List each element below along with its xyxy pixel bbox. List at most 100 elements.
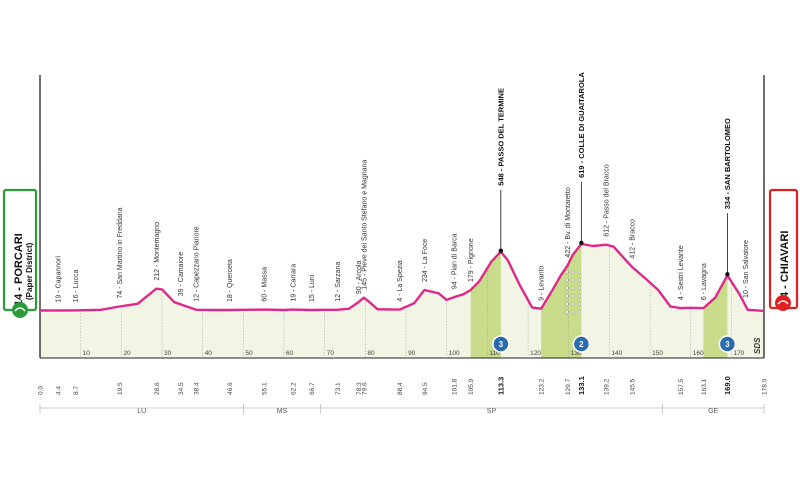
place-label-wrap: 9 - Levanto (539, 266, 546, 301)
place-label: 145 - Pieve dei Santo Stefano e Magnana (361, 160, 368, 290)
place-label: 10 - San Salvatore (743, 240, 750, 298)
place-label: 4 - Sestri Levante (678, 245, 685, 300)
place-label-wrap: 422 - Bv. di Montaretto (565, 187, 572, 257)
place-label-wrap: 16 - Lucca (73, 270, 80, 303)
km-mark-wrap: 129.7 (565, 378, 572, 395)
place-label-wrap: 234 - La Foce (422, 239, 429, 282)
km-mark-wrap: 0.0 (38, 386, 45, 395)
km-mark-label: 88.4 (397, 382, 404, 395)
climb-decor-dot (577, 302, 581, 306)
place-label-wrap: 94 - Pian di Barca (452, 233, 459, 289)
climb-decor-dot (571, 286, 575, 290)
km-tick-label: 160 (693, 350, 704, 357)
km-mark-wrap: 19.5 (117, 382, 124, 395)
place-label-wrap: 612 - Passo del Bracco (604, 164, 611, 236)
place-label: 60 - Massa (262, 267, 269, 302)
place-label-wrap: 74 - San Martino in Freddana (117, 207, 124, 298)
place-label-wrap: 619 - COLLE DI GUAITAROLA (577, 72, 586, 178)
region-label: SP (487, 408, 497, 415)
place-label-wrap: 12 - Sarzana (335, 262, 342, 302)
km-mark-wrap: 46.6 (227, 382, 234, 395)
km-mark-label: 28.6 (154, 382, 161, 395)
climb-decor-dot (577, 286, 581, 290)
place-label: 4 - La Spezia (397, 260, 404, 301)
climb-decor-dot (571, 302, 575, 306)
place-label-wrap: 39 - Camaiore (178, 252, 185, 296)
km-mark-label: 145.5 (629, 378, 636, 395)
km-mark-wrap: 4.4 (55, 386, 62, 395)
regions-group: LU MS SP GE (39, 404, 765, 415)
km-mark-wrap: 113.3 (496, 377, 505, 395)
climb-area (703, 275, 728, 358)
km-mark-label: 163.1 (701, 378, 708, 395)
km-mark-label: 4.4 (55, 386, 62, 395)
km-mark-wrap: 157.5 (678, 378, 685, 395)
place-label-wrap: 18 - Querceta (227, 259, 234, 302)
km-mark-label: 129.7 (565, 378, 572, 395)
climb-decor-dot (571, 310, 575, 314)
km-mark-wrap: 55.1 (262, 382, 269, 395)
km-mark-wrap: 145.5 (629, 378, 636, 395)
km-mark-label: 169.0 (723, 376, 732, 395)
km-mark-label: 55.1 (262, 382, 269, 395)
km-mark-wrap: 79.6 (361, 382, 368, 395)
place-label: 12 - Sarzana (335, 262, 342, 302)
gpm-summit-dot (579, 240, 584, 246)
km-mark-label: 157.5 (678, 378, 685, 395)
km-mark-wrap: 62.2 (290, 382, 297, 395)
place-label-wrap: 334 - SAN BARTOLOMEO (723, 118, 732, 209)
place-label: 74 - San Martino in Freddana (117, 207, 124, 298)
km-tick-label: 40 (205, 350, 213, 357)
place-label: 619 - COLLE DI GUAITAROLA (577, 72, 586, 178)
place-label-wrap: 4 - Sestri Levante (678, 245, 685, 300)
km-tick-label: 50 (245, 350, 253, 357)
place-label-wrap: 179 - Pignone (468, 238, 475, 282)
km-mark-wrap: 94.5 (422, 382, 429, 395)
place-label: 6 - Lavagna (701, 263, 708, 300)
finish-flag-icon (775, 295, 791, 311)
place-label-wrap: 15 - Luni (309, 274, 316, 302)
km-mark-wrap: 73.1 (335, 382, 342, 395)
km-tick-label: 60 (286, 350, 294, 357)
km-tick-label: 140 (611, 350, 622, 357)
finish-label-wrap: 4 - CHIAVARI (779, 231, 791, 298)
km-mark-wrap: 163.1 (701, 378, 708, 395)
place-label-wrap: 60 - Massa (262, 267, 269, 302)
climb-decor-dot (565, 302, 569, 306)
km-tick-label: 130 (571, 350, 582, 357)
km-mark-wrap: 105.9 (468, 378, 475, 395)
km-mark-label: 105.9 (468, 378, 475, 395)
place-label: 412 - Bracco (629, 219, 636, 259)
place-label: 12 - Capezzano Pianore (194, 226, 201, 302)
km-mark-wrap: 8.7 (73, 386, 80, 395)
km-tick-label: 70 (327, 350, 335, 357)
place-label: 422 - Bv. di Montaretto (565, 187, 572, 257)
climb-category-badge (492, 335, 510, 353)
place-label: 212 - Montemagno (154, 222, 161, 281)
start-bike-icon (14, 307, 26, 312)
place-label-wrap: 145 - Pieve dei Santo Stefano e Magnana (361, 160, 368, 290)
climb-decor-dot (571, 294, 575, 298)
finish-label: 4 - CHIAVARI (779, 231, 791, 298)
km-mark-label: 19.5 (117, 382, 124, 395)
km-mark-wrap: 178.0 (762, 378, 769, 395)
place-labels-group: 19 - Capannori 16 - Lucca 74 - San Martino… (55, 72, 750, 353)
place-label: 179 - Pignone (468, 238, 475, 282)
km-mark-wrap: 38.4 (194, 382, 201, 395)
km-mark-wrap: 169.0 (723, 376, 732, 395)
km-mark-label: 178.0 (762, 378, 769, 395)
place-label: 9 - Levanto (539, 266, 546, 301)
km-mark-label: 46.6 (227, 382, 234, 395)
climb-category-badge (572, 335, 591, 353)
km-mark-label: 66.7 (309, 382, 316, 395)
start-label: 14 - PORCARI (13, 233, 25, 306)
climb-decor-dot (565, 294, 569, 298)
km-mark-wrap: 139.2 (604, 378, 611, 395)
brand-logo: SDS (753, 337, 762, 354)
climb-decor-dot (565, 270, 569, 274)
km-mark-label: 78.3 (356, 382, 363, 395)
km-mark-label: 101.8 (452, 378, 459, 395)
start-sub-wrap: (Paper District) (25, 242, 34, 300)
climb-decor-dot (577, 270, 581, 274)
